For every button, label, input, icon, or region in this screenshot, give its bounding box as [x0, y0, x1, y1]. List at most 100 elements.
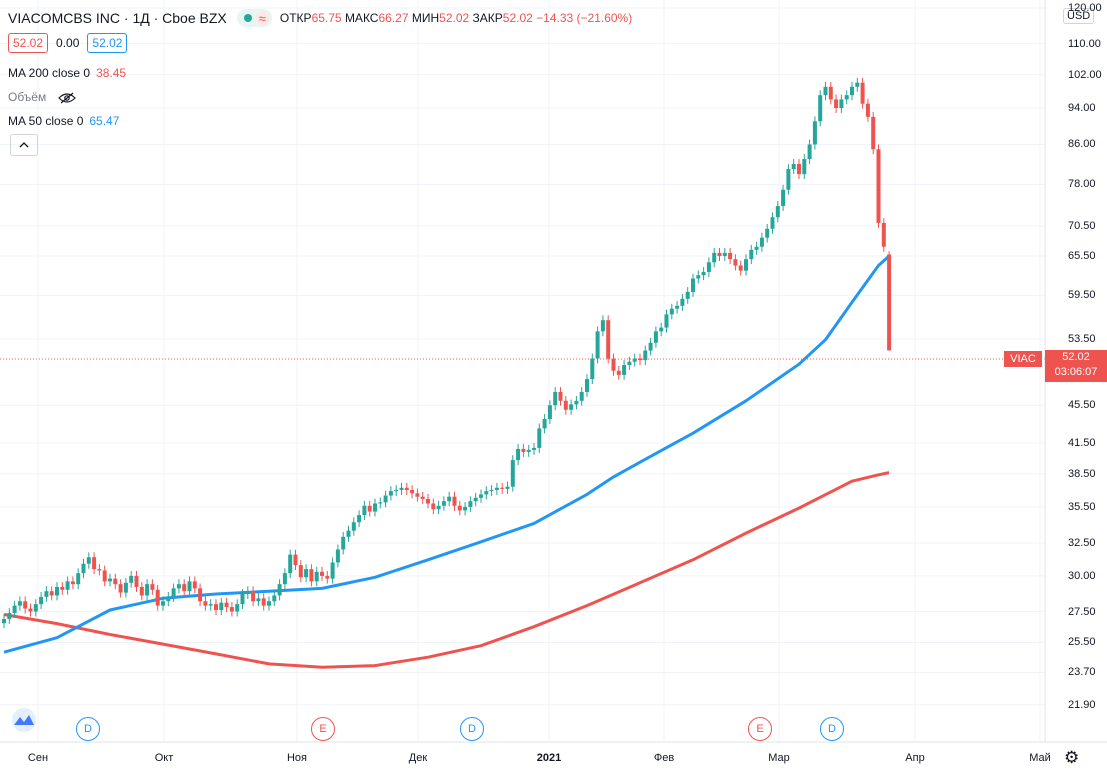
candle-body	[224, 602, 229, 608]
price-axis-tick: 30.00	[1068, 569, 1096, 582]
price-axis-tick: 23.70	[1068, 666, 1096, 679]
candle-body	[187, 581, 192, 592]
candle-body	[526, 449, 531, 452]
candle-body	[325, 575, 330, 579]
candle-body	[627, 361, 632, 365]
chart-legend-header: VIACOMCBS INC · 1Д · Cboe BZX ≈ ОТКР65.7…	[8, 9, 632, 27]
candle-body	[505, 486, 510, 489]
ohlc-change-value: −14.33 (−21.60%)	[536, 11, 633, 25]
eye-crossed-icon[interactable]	[57, 92, 76, 104]
candle-body	[108, 578, 112, 582]
candle-body	[712, 252, 717, 263]
candle-body	[622, 364, 627, 375]
price-axis-tick: 65.50	[1068, 250, 1096, 263]
candle-body	[701, 271, 706, 276]
candle-body	[510, 460, 515, 487]
candle-body	[298, 565, 303, 578]
volume-legend[interactable]: Объём	[8, 90, 76, 104]
candle-body	[855, 82, 860, 87]
candle-body	[574, 400, 579, 405]
candle-body	[473, 497, 478, 502]
bid-price-box[interactable]: 52.02	[8, 33, 49, 53]
candle-body	[754, 246, 759, 250]
dividend-marker[interactable]: D	[76, 717, 100, 741]
gear-icon[interactable]: ⚙	[1064, 748, 1080, 767]
candle-body	[876, 149, 881, 223]
current-price-tag: 52.02 03:06:07	[1045, 350, 1107, 382]
candle-body	[770, 217, 775, 229]
dividend-marker[interactable]: D	[460, 717, 484, 741]
candle-body	[738, 265, 743, 271]
ask-price-box[interactable]: 52.02	[87, 33, 128, 53]
collapse-legend-button[interactable]	[10, 134, 38, 156]
ma200-line-group	[3, 471, 890, 669]
dividend-marker[interactable]: D	[820, 717, 844, 741]
candle-body	[2, 619, 6, 624]
candle-body	[388, 491, 393, 496]
candle-body	[452, 496, 457, 506]
candle-body	[351, 522, 356, 531]
candle-body	[669, 308, 674, 315]
earnings-marker[interactable]: E	[748, 717, 772, 741]
candle-body	[12, 605, 17, 614]
candle-body	[288, 554, 293, 574]
candle-body	[320, 571, 324, 576]
candle-body	[39, 596, 44, 605]
candle-body	[362, 505, 367, 516]
candle-body	[182, 584, 187, 592]
candle-body	[648, 342, 653, 351]
candle-body	[23, 601, 28, 609]
candle-body	[834, 99, 839, 109]
ma200-value: 38.45	[96, 66, 127, 80]
candle-body	[208, 604, 213, 606]
candle-body	[346, 530, 351, 537]
ohlc-open-label: ОТКР	[279, 11, 312, 25]
price-axis-tick: 21.90	[1068, 698, 1096, 711]
candle-body	[722, 252, 727, 257]
candle-body	[229, 607, 234, 612]
candle-body	[335, 549, 340, 563]
market-status[interactable]: ≈	[236, 9, 272, 27]
candle-body	[447, 496, 452, 502]
symbol-title[interactable]: VIACOMCBS INC · 1Д · Cboe BZX	[8, 10, 227, 26]
candle-body	[81, 563, 86, 574]
ma200-legend[interactable]: MA 200 close 0 38.45	[8, 66, 126, 80]
chevron-up-icon	[19, 142, 29, 148]
candle-body	[166, 596, 171, 602]
ohlc-high-value: 66.27	[378, 11, 409, 25]
time-axis-tick: Мар	[768, 752, 790, 764]
candle-body	[309, 569, 314, 582]
candle-body	[696, 275, 701, 279]
candle-body	[733, 259, 738, 266]
ma50-line-group	[3, 254, 891, 654]
candle-body	[171, 588, 176, 597]
candle-body	[415, 493, 420, 497]
candle-body	[797, 163, 801, 175]
market-open-dot-icon	[243, 14, 252, 22]
candle-body	[611, 358, 616, 371]
candle-body	[489, 489, 494, 492]
price-axis-tick: 59.50	[1068, 289, 1096, 302]
candle-body	[155, 589, 160, 606]
candle-body	[664, 314, 669, 328]
time-axis-tick: Дек	[408, 752, 428, 764]
earnings-marker[interactable]: E	[311, 717, 335, 741]
ma50-label: MA 50 close 0	[8, 114, 84, 128]
candle-body	[563, 400, 568, 410]
candle-body	[145, 584, 150, 596]
ma50-legend[interactable]: MA 50 close 0 65.47	[8, 114, 119, 128]
candle-body	[653, 331, 658, 343]
time-axis-tick: Ноя	[286, 752, 308, 764]
candle-body	[675, 305, 680, 309]
candle-body	[44, 591, 49, 597]
candle-body	[537, 428, 542, 448]
time-axis-tick: Сен	[27, 752, 49, 764]
candle-body	[341, 536, 346, 550]
currency-button[interactable]: USD	[1063, 8, 1095, 24]
candle-body	[468, 501, 473, 507]
candle-body	[113, 578, 118, 585]
candle-body	[293, 554, 298, 566]
candle-body	[161, 601, 165, 606]
tradingview-logo-icon[interactable]	[8, 707, 40, 733]
